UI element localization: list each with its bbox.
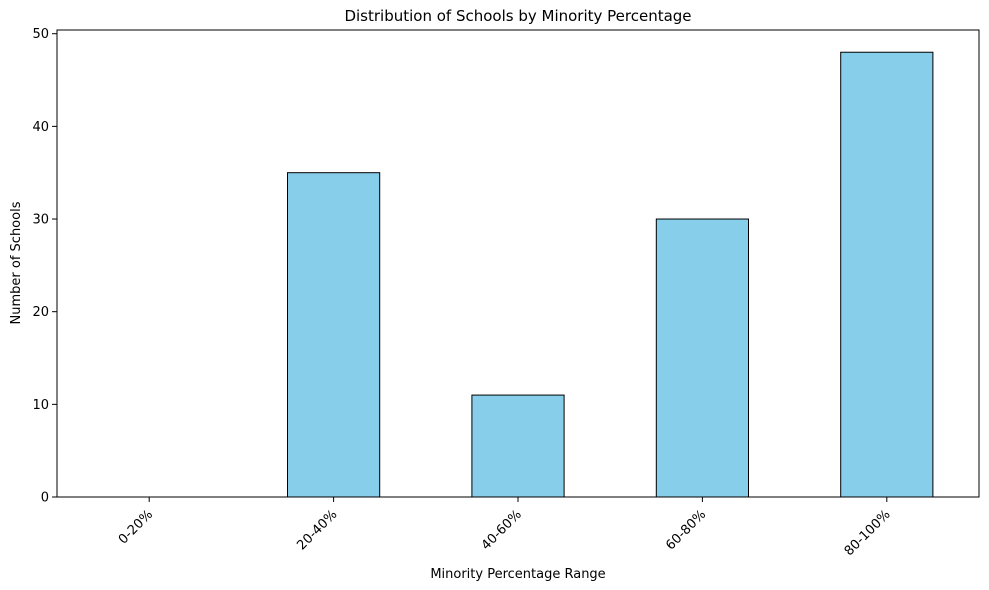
y-axis-label: Number of Schools [9, 201, 24, 324]
x-tick-label: 0-20% [116, 507, 156, 547]
y-tick-label: 0 [41, 491, 49, 506]
x-tick-label: 20-40% [294, 507, 340, 553]
y-axis: 0 10 20 30 40 50 [32, 27, 57, 506]
bar-40-60pct [471, 394, 565, 498]
chart-title: Distribution of Schools by Minority Perc… [344, 7, 691, 25]
bar-20-40pct [287, 172, 381, 498]
y-tick-label: 50 [32, 27, 49, 42]
plot-area [287, 51, 934, 498]
x-tick-label: 60-80% [663, 507, 709, 553]
bar-60-80pct [655, 218, 749, 498]
bar-80-100pct [840, 51, 934, 498]
x-axis: 0-20% 20-40% 40-60% 60-80% 80-100% [116, 497, 894, 559]
x-tick-label: 80-100% [842, 507, 894, 559]
x-tick-label: 40-60% [479, 507, 525, 553]
y-tick-label: 20 [32, 305, 49, 320]
y-tick-label: 30 [32, 213, 49, 228]
x-axis-label: Minority Percentage Range [430, 567, 605, 582]
y-tick-label: 10 [32, 398, 49, 413]
y-tick-label: 40 [32, 120, 49, 135]
